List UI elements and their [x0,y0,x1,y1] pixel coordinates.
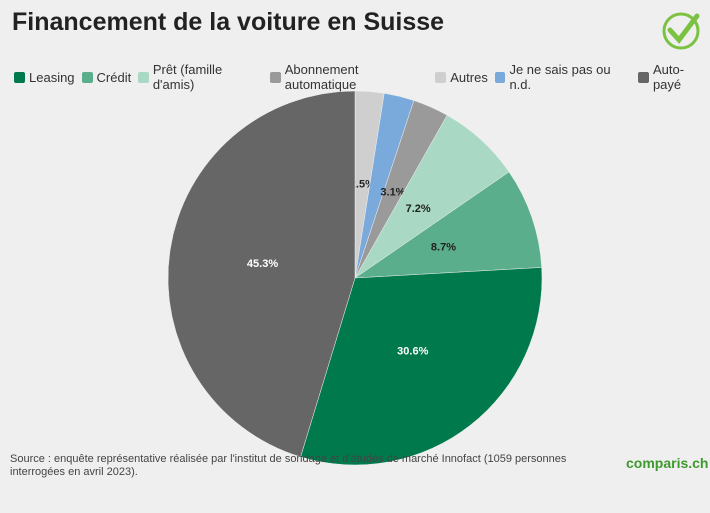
value-label: 2.5% [350,179,375,191]
legend-swatch [14,71,25,83]
legend-item: Crédit [81,62,132,92]
value-label: 30.6% [397,345,428,357]
value-label: 45.3% [247,258,278,270]
legend-item: Abonnement automatique [270,62,428,92]
legend-item: Autres [435,62,488,92]
source-note: Source : enquête représentative réalisée… [10,453,567,478]
check-icon [662,12,700,50]
legend-swatch [138,71,149,83]
pie-slice [167,90,356,458]
legend-label: Prêt (famille d'amis) [152,62,223,92]
legend-swatch [435,71,447,83]
pie-slice [354,171,542,279]
legend-item: Je ne sais pas ou n.d. [494,62,632,92]
pie-slice [300,267,543,466]
legend-label: Je ne sais pas ou n.d. [509,62,611,92]
legend-swatch [494,71,506,83]
legend-item: Prêt (famille d'amis) [138,62,263,92]
legend-label: Auto-payé [652,62,685,92]
chart-title: Financement de la voiture en Suisse [12,8,445,36]
legend-swatch [638,71,649,83]
value-label: 3.1% [380,186,405,198]
brand-logo: comparis.ch [626,455,709,471]
legend: Leasing Crédit Prêt (famille d'amis) Abonne… [14,62,710,92]
value-label: 7.2% [406,203,431,215]
legend-swatch [270,71,281,83]
value-label: 8.7% [431,242,456,254]
legend-label: Crédit [96,69,132,85]
legend-item: Leasing [14,62,75,92]
legend-label: Autres [450,69,488,85]
legend-label: Abonnement automatique [284,62,359,92]
legend-item: Auto-payé [638,62,710,92]
legend-swatch [81,71,93,83]
legend-label: Leasing [29,69,75,85]
